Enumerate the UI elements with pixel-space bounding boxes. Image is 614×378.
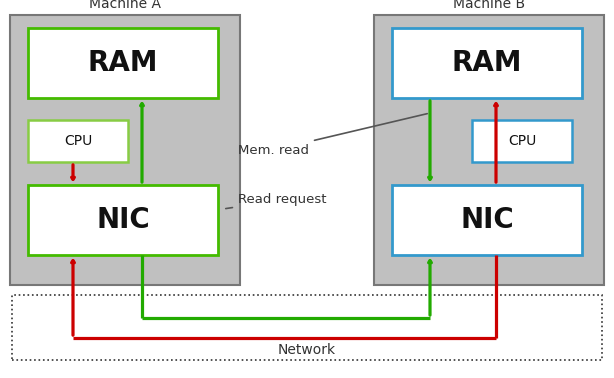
Bar <box>374 15 604 285</box>
Bar <box>472 120 572 162</box>
Text: CPU: CPU <box>508 134 536 148</box>
Text: Machine A: Machine A <box>89 0 161 11</box>
Text: Mem. read: Mem. read <box>238 114 427 156</box>
Text: Machine B: Machine B <box>453 0 525 11</box>
Bar <box>12 295 602 360</box>
Text: CPU: CPU <box>64 134 92 148</box>
Text: Network: Network <box>278 343 336 357</box>
Text: NIC: NIC <box>460 206 514 234</box>
Text: NIC: NIC <box>96 206 150 234</box>
Bar <box>10 15 240 285</box>
Text: Read request: Read request <box>226 194 327 209</box>
Bar <box>28 185 218 255</box>
Bar <box>392 185 582 255</box>
Text: RAM: RAM <box>452 49 523 77</box>
Bar <box>28 120 128 162</box>
Bar <box>392 28 582 98</box>
Bar <box>28 28 218 98</box>
Text: RAM: RAM <box>88 49 158 77</box>
